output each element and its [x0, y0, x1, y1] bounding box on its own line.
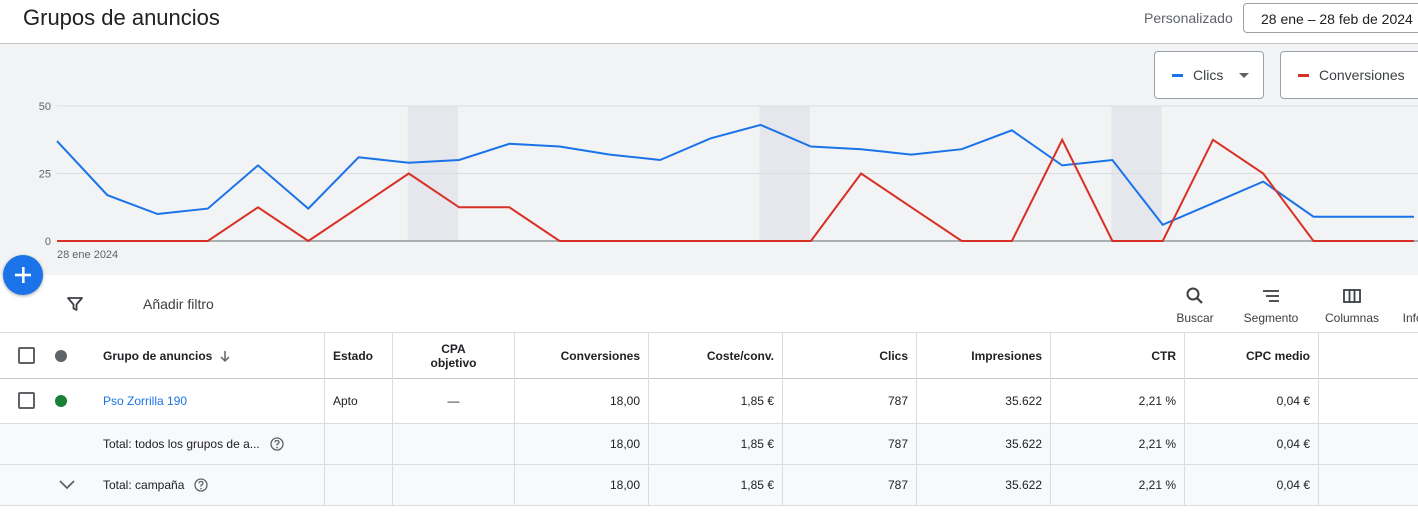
column-header-group[interactable]: Grupo de anuncios: [90, 333, 325, 378]
y-tick-label: 25: [39, 169, 51, 181]
totals-cpc-cell: 0,04 €: [1185, 424, 1319, 464]
chevron-down-icon[interactable]: [58, 476, 76, 494]
campaign-cpc-cell: 0,04 €: [1185, 465, 1319, 505]
campaign-clicks-cell: 787: [783, 465, 917, 505]
metric-label-clics: Clics: [1193, 67, 1224, 83]
totals-impressions-cell: 35.622: [917, 424, 1051, 464]
row-checkbox[interactable]: [18, 392, 35, 409]
select-all-checkbox[interactable]: [18, 347, 35, 364]
totals-extra-cell: 3: [1319, 424, 1418, 464]
row-status-cell: [0, 378, 90, 423]
reports-label: Informes: [1402, 311, 1418, 325]
column-header-status[interactable]: Estado: [325, 333, 393, 378]
status-dot-header-cell: [0, 333, 90, 378]
column-header-cost-conv[interactable]: Coste/conv.: [649, 333, 783, 378]
ad-group-name-cell: Pso Zorrilla 190: [90, 378, 325, 423]
metric-selector-clics[interactable]: Clics: [1154, 51, 1264, 99]
top-bar: Grupos de anuncios Personalizado 28 ene …: [0, 0, 1418, 44]
ad-group-name-link[interactable]: Pso Zorrilla 190: [103, 393, 188, 408]
segment-label: Segmento: [1243, 311, 1299, 325]
add-button[interactable]: [3, 255, 43, 295]
campaign-cpa-cell: [393, 465, 515, 505]
series-line-conversiones: [57, 137, 1414, 243]
conversiones-color-swatch: [1298, 74, 1309, 77]
status-dot-icon: [55, 349, 67, 362]
campaign-ctr-cell: 2,21 %: [1051, 465, 1185, 505]
add-filter-button[interactable]: Añadir filtro: [143, 296, 214, 312]
campaign-extra-cell: 3: [1319, 465, 1418, 505]
column-header-cpa-line2: objetivo: [430, 355, 477, 370]
search-icon: [1186, 287, 1203, 304]
help-icon[interactable]: [270, 437, 284, 451]
totals-spacer: [0, 424, 90, 464]
totals-cost-conv-cell: 1,85 €: [649, 424, 783, 464]
date-range-picker[interactable]: 28 ene – 28 feb de 2024: [1243, 3, 1418, 33]
clicks-cell: 787: [783, 378, 917, 423]
columns-label: Columnas: [1324, 311, 1380, 325]
column-header-impressions[interactable]: Impresiones: [917, 333, 1051, 378]
page-title: Grupos de anuncios: [23, 5, 220, 30]
reports-button[interactable]: Informes: [1396, 286, 1418, 325]
enabled-status-dot-icon: [55, 394, 67, 407]
column-header-cpa-line1: CPA: [441, 341, 466, 356]
date-preset-label: Personalizado: [1144, 10, 1233, 26]
totals-label: Total: todos los grupos de a...: [103, 437, 260, 451]
campaign-status-cell: [325, 465, 393, 505]
campaign-conversions-cell: 18,00: [515, 465, 649, 505]
segment-button[interactable]: Segmento: [1236, 286, 1306, 325]
campaign-totals-label-cell: Total: campaña: [90, 465, 325, 505]
clics-color-swatch: [1172, 74, 1183, 77]
metric-label-conversiones: Conversiones: [1319, 67, 1405, 83]
totals-label-cell: Total: todos los grupos de a...: [90, 424, 325, 464]
select-all-cell: [0, 333, 44, 378]
column-header-group-label: Grupo de anuncios: [103, 348, 213, 363]
line-chart: 50 25 0 28 ene 2024: [39, 101, 1418, 261]
totals-clicks-cell: 787: [783, 424, 917, 464]
totals-cpa-cell: [393, 424, 515, 464]
table-row: Pso Zorrilla 190 Apto — 18,00 1,85 € 787…: [0, 378, 1418, 424]
y-tick-label: 50: [39, 101, 51, 113]
row-select-cell: [0, 378, 44, 423]
x-tick-label: 28 ene 2024: [57, 249, 118, 261]
columns-icon: [1343, 289, 1361, 303]
column-header-cpc[interactable]: CPC medio: [1185, 333, 1319, 378]
column-header-conversions[interactable]: Conversiones: [515, 333, 649, 378]
ctr-cell: 2,21 %: [1051, 378, 1185, 423]
plus-icon: [15, 267, 31, 283]
search-button[interactable]: Buscar: [1168, 286, 1222, 325]
totals-row-campaign: Total: campaña 18,00 1,85 € 787 35.622 2…: [0, 465, 1418, 506]
impressions-cell: 35.622: [917, 378, 1051, 423]
columns-button[interactable]: Columnas: [1318, 286, 1386, 325]
sort-down-arrow-icon: [220, 350, 230, 362]
cpc-cell: 0,04 €: [1185, 378, 1319, 423]
y-tick-label: 0: [45, 236, 51, 248]
status-cell: Apto: [325, 378, 393, 423]
metric-selector-conversiones[interactable]: Conversiones: [1280, 51, 1418, 99]
cost-conv-cell: 1,85 €: [649, 378, 783, 423]
chevron-down-icon: [1239, 73, 1249, 78]
column-header-cpa[interactable]: CPA objetivo: [393, 333, 515, 378]
conversions-cell: 18,00: [515, 378, 649, 423]
table-header-row: Grupo de anuncios Estado CPA objetivo Co…: [0, 332, 1418, 379]
cpa-cell: —: [393, 378, 515, 423]
extra-cell: 3: [1319, 378, 1418, 423]
segment-icon: [1263, 290, 1279, 302]
search-label: Buscar: [1176, 311, 1214, 325]
column-header-clicks[interactable]: Clics: [783, 333, 917, 378]
campaign-cost-conv-cell: 1,85 €: [649, 465, 783, 505]
totals-status-cell: [325, 424, 393, 464]
filter-icon[interactable]: [66, 295, 84, 318]
totals-conversions-cell: 18,00: [515, 424, 649, 464]
campaign-totals-label: Total: campaña: [103, 478, 185, 492]
series-line-clics: [56, 123, 1414, 227]
performance-chart-panel: Clics Conversiones: [0, 44, 1418, 275]
totals-ctr-cell: 2,21 %: [1051, 424, 1185, 464]
column-header-ctr[interactable]: CTR: [1051, 333, 1185, 378]
help-icon[interactable]: [194, 478, 209, 492]
campaign-impressions-cell: 35.622: [917, 465, 1051, 505]
expand-cell: [0, 465, 90, 505]
totals-row-all: Total: todos los grupos de a... 18,00 1,…: [0, 424, 1418, 465]
